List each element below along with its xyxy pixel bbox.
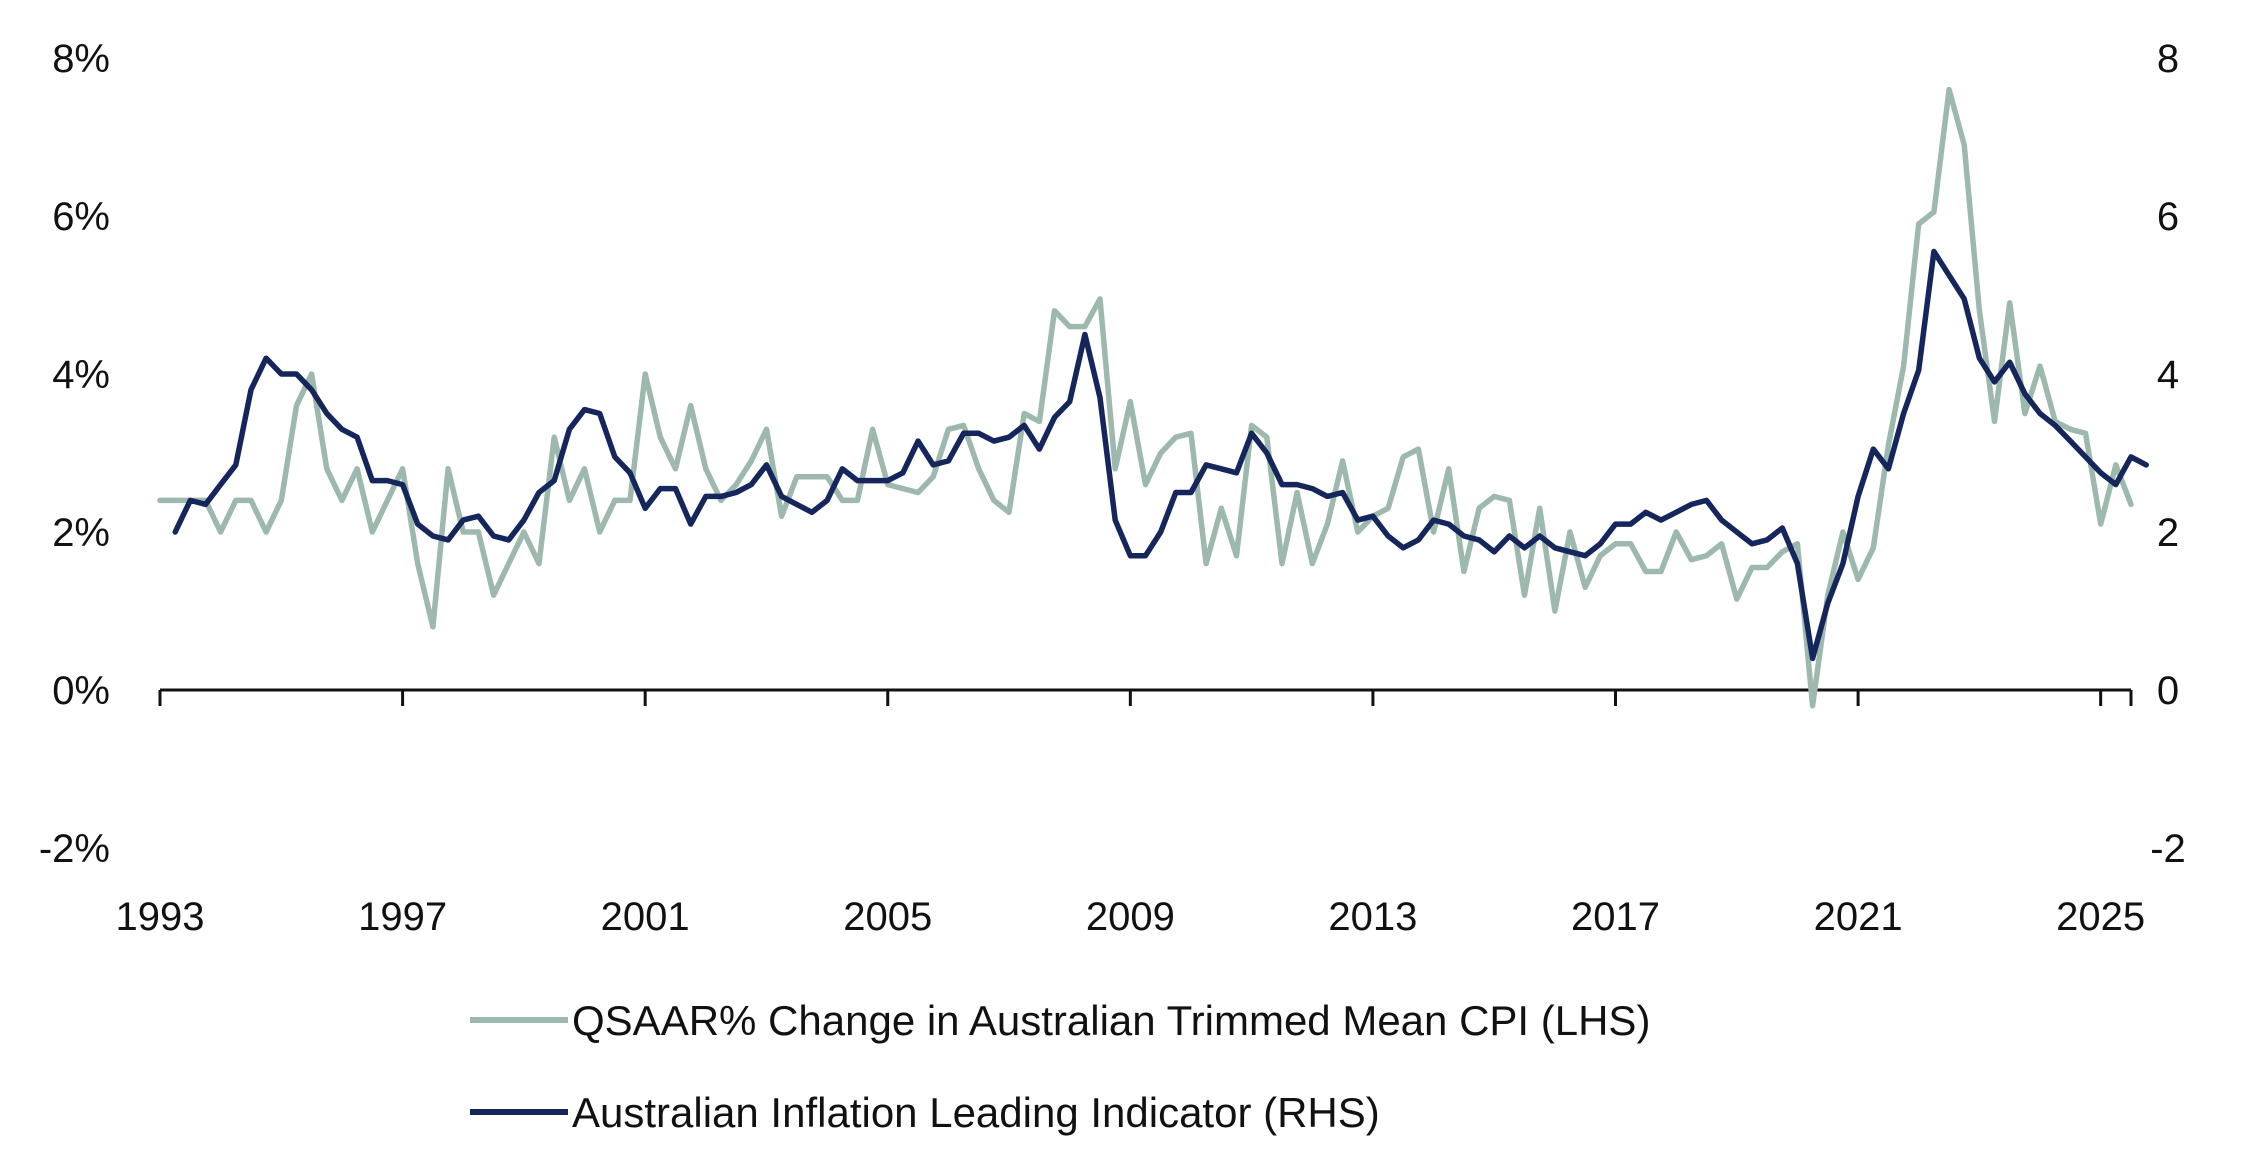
left-axis-tick-label: 2% <box>52 511 110 555</box>
x-axis-tick-label: 2005 <box>843 895 932 939</box>
left-axis-tick-labels: 8% 6% 4% 2% 0% -2% <box>39 37 110 871</box>
legend-label-leading-indicator: Australian Inflation Leading Indicator (… <box>572 1089 1380 1136</box>
right-axis-tick-label: 6 <box>2157 195 2179 239</box>
right-axis-tick-label: 4 <box>2157 353 2179 397</box>
right-axis-tick-labels: 8 6 4 2 0 -2 <box>2150 37 2186 871</box>
x-axis-tick-label: 2013 <box>1328 895 1417 939</box>
x-axis-tick-label: 2001 <box>601 895 690 939</box>
legend-label-cpi: QSAAR% Change in Australian Trimmed Mean… <box>572 997 1650 1044</box>
x-axis-tick-label: 2025 <box>2056 895 2145 939</box>
legend: QSAAR% Change in Australian Trimmed Mean… <box>470 997 1650 1136</box>
right-axis-tick-label: 0 <box>2157 669 2179 713</box>
left-axis-tick-label: 6% <box>52 195 110 239</box>
x-axis-tick-label: 1993 <box>116 895 205 939</box>
legend-item-leading-indicator: Australian Inflation Leading Indicator (… <box>470 1089 1380 1136</box>
series-line-leading-indicator <box>172 248 2149 662</box>
series-line-cpi <box>157 86 2134 709</box>
x-axis: 1993 1997 2001 2005 2009 2013 2017 2021 2025 <box>116 688 2145 939</box>
right-axis-tick-label: 8 <box>2157 37 2179 81</box>
right-axis-tick-label: 2 <box>2157 511 2179 555</box>
x-axis-tick-label: 2017 <box>1571 895 1660 939</box>
x-axis-tick-label: 2009 <box>1086 895 1175 939</box>
x-axis-tick-label: 2021 <box>1814 895 1903 939</box>
series-layer <box>157 86 2149 709</box>
left-axis-tick-label: 4% <box>52 353 110 397</box>
legend-item-cpi: QSAAR% Change in Australian Trimmed Mean… <box>470 997 1650 1044</box>
left-axis-tick-label: 8% <box>52 37 110 81</box>
right-axis-tick-label: -2 <box>2150 827 2186 871</box>
x-axis-tick-label: 1997 <box>358 895 447 939</box>
left-axis-tick-label: 0% <box>52 669 110 713</box>
left-axis-tick-label: -2% <box>39 827 110 871</box>
